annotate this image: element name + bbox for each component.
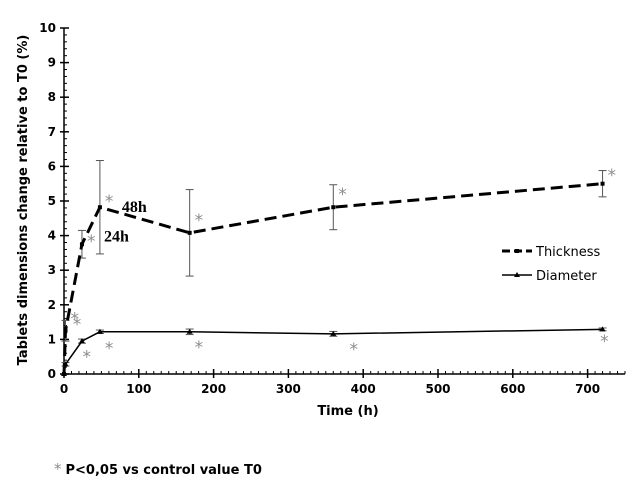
significance-star: *	[70, 310, 79, 330]
y-tick-label: 5	[48, 194, 56, 208]
y-tick-label: 2	[48, 298, 56, 312]
data-point	[97, 205, 102, 210]
legend: Thickness Diameter	[502, 245, 600, 284]
significance-star: *	[73, 315, 82, 335]
significance-star: *	[105, 339, 114, 359]
significance-star: *	[195, 338, 204, 358]
footnote-text: P<0,05 vs control value T0	[65, 463, 262, 478]
x-tick-label: 0	[60, 382, 68, 396]
significance-star: *	[82, 348, 91, 368]
point-label: 24h	[104, 228, 129, 245]
legend-label-thickness: Thickness	[535, 245, 600, 260]
legend-label-diameter: Diameter	[536, 269, 597, 284]
data-point	[331, 205, 336, 210]
significance-star: *	[338, 185, 347, 205]
data-point	[79, 242, 84, 247]
x-tick-label: 200	[201, 382, 226, 396]
legend-marker	[515, 249, 519, 253]
data-point	[96, 328, 103, 334]
x-tick-label: 600	[500, 382, 525, 396]
significance-star: *	[195, 211, 204, 231]
series-diameter: ** * * * *	[61, 315, 609, 376]
y-tick-label: 9	[48, 56, 56, 70]
y-axis-title: Tablets dimensions change relative to T0…	[16, 35, 31, 366]
significance-star: *	[350, 340, 359, 360]
data-point	[600, 181, 605, 186]
y-tick-label: 0	[48, 367, 56, 381]
y-tick-label: 4	[48, 229, 56, 243]
y-tick-label: 6	[48, 159, 56, 173]
data-point	[78, 338, 85, 344]
data-point	[63, 328, 68, 333]
data-point	[330, 330, 337, 336]
legend-marker	[514, 272, 520, 277]
point-label: 48h	[122, 199, 147, 216]
x-tick-label: 500	[425, 382, 450, 396]
significance-star: *	[87, 232, 96, 252]
y-tick-label: 1	[48, 332, 56, 346]
data-point	[599, 326, 606, 332]
x-tick-label: 100	[126, 382, 151, 396]
x-axis-title: Time (h)	[317, 404, 378, 419]
footnote: * P<0,05 vs control value T0	[54, 460, 262, 478]
significance-star: *	[608, 166, 617, 186]
x-tick-label: 700	[575, 382, 600, 396]
y-tick-label: 3	[48, 263, 56, 277]
data-point	[186, 328, 193, 334]
significance-star: *	[105, 192, 114, 212]
significance-star-icon: *	[54, 460, 62, 478]
y-tick-label: 7	[48, 125, 56, 139]
significance-star: *	[600, 332, 609, 352]
y-tick-label: 8	[48, 90, 56, 104]
y-tick-label: 10	[39, 21, 56, 35]
data-point	[187, 230, 192, 235]
data-point	[61, 371, 67, 376]
data-point	[62, 361, 69, 367]
x-tick-label: 300	[276, 382, 301, 396]
x-tick-label: 400	[351, 382, 376, 396]
